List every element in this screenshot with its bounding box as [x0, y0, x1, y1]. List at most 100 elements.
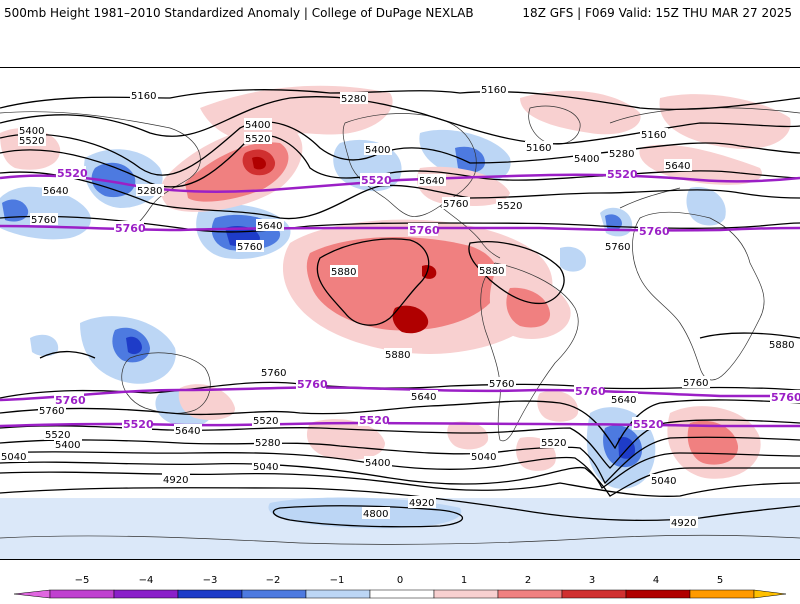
colorbar-tick: −1	[330, 575, 345, 586]
contour-label: 5880	[385, 350, 410, 361]
colorbar-swatch	[689, 589, 755, 599]
colorbar-tick: −4	[139, 575, 154, 586]
highlight-label: 5760	[639, 225, 670, 238]
contour-label: 5640	[611, 395, 636, 406]
contour-label: 5280	[609, 149, 634, 160]
contour-label: 5520	[19, 136, 44, 147]
contour-label: 5400	[365, 458, 390, 469]
contour-label: 5400	[55, 440, 80, 451]
highlight-label: 5760	[409, 224, 440, 237]
colorbar-tick: 2	[525, 575, 531, 586]
colorbar-swatch	[625, 589, 691, 599]
contour-label: 5760	[261, 368, 286, 379]
colorbar-swatch	[433, 589, 499, 599]
contour-5880	[316, 238, 430, 326]
highlight-5520-north	[0, 173, 800, 193]
highlight-label: 5760	[771, 391, 800, 404]
contour-4800	[272, 505, 463, 528]
contour-label: 5280	[255, 438, 280, 449]
colorbar-swatch	[305, 589, 371, 599]
colorbar: −5 −4 −3 −2 −1 0 1 2 3 4 5	[0, 570, 800, 600]
colorbar-tick: 1	[461, 575, 467, 586]
colorbar-tick: 3	[589, 575, 595, 586]
anomaly-neg1-shade	[686, 187, 726, 226]
contour-label: 5040	[471, 452, 496, 463]
contour-label: 5760	[683, 378, 708, 389]
contour-label: 4920	[671, 518, 696, 529]
anomaly-neg2-shade	[2, 199, 29, 222]
colorbar-tick: 5	[717, 575, 723, 586]
contour-5760	[0, 381, 800, 399]
map-title: 500mb Height 1981–2010 Standardized Anom…	[4, 6, 474, 20]
colorbar-arrow-left	[13, 589, 51, 599]
highlight-label: 5760	[55, 394, 86, 407]
anomaly-neg3-shade	[618, 436, 636, 459]
highlight-label: 5520	[607, 168, 638, 181]
contour-label: 5400	[19, 126, 44, 137]
colorbar-swatch	[113, 589, 179, 599]
anomaly-pos3-shade	[392, 305, 429, 334]
contour-5280	[0, 451, 800, 489]
contour-label: 5640	[419, 176, 444, 187]
contour-label: 5760	[39, 406, 64, 417]
contour-label: 5160	[481, 85, 506, 96]
contour-label: 5160	[641, 130, 666, 141]
colorbar-swatch	[177, 589, 243, 599]
coastline-central-america	[439, 205, 501, 259]
contour-label: 5880	[331, 267, 356, 278]
contour-label: 5520	[497, 201, 522, 212]
contour-label: 5520	[253, 416, 278, 427]
colorbar-ticks: −5 −4 −3 −2 −1 0 1 2 3 4 5	[75, 575, 724, 586]
anomaly-neg3-shade	[126, 336, 142, 355]
contour-label: 5640	[257, 221, 282, 232]
colorbar-swatches	[13, 589, 787, 599]
contour-label: 5400	[365, 145, 390, 156]
positive-anomalies	[0, 85, 791, 479]
anomaly-neg2-shade	[455, 146, 485, 173]
contour-label: 5400	[245, 120, 270, 131]
contour-label: 5280	[341, 94, 366, 105]
contour-label: 5640	[43, 186, 68, 197]
contour-label: 4800	[363, 509, 388, 520]
contour-label: 5520	[45, 430, 70, 441]
anomaly-pos4-shade	[252, 156, 266, 170]
contour-label: 5760	[443, 199, 468, 210]
map-svg: 5160 5160 5160 5160 5280 5280 5280 5280 …	[0, 83, 800, 559]
colorbar-swatch	[241, 589, 307, 599]
contour-label: 5520	[245, 134, 270, 145]
contour-label: 5040	[651, 476, 676, 487]
colorbar-tick: −3	[203, 575, 218, 586]
contour-4920	[0, 487, 800, 521]
colorbar-swatch	[49, 589, 115, 599]
coastline-greenland	[528, 105, 581, 145]
colorbar-tick: 4	[653, 575, 659, 586]
contour-5040	[0, 471, 800, 497]
anomaly-pos1-shade	[447, 421, 489, 450]
contour-label: 5640	[665, 161, 690, 172]
anomaly-neg1-shade	[30, 334, 59, 357]
contour-label: 5160	[526, 143, 551, 154]
contour-label: 5760	[31, 215, 56, 226]
contour-label: 5400	[574, 154, 599, 165]
highlight-label: 5760	[297, 378, 328, 391]
contour-label: 5880	[479, 266, 504, 277]
colorbar-tick: −2	[266, 575, 281, 586]
colorbar-svg: −5 −4 −3 −2 −1 0 1 2 3 4 5	[13, 575, 787, 599]
anomaly-pos1-shade	[520, 90, 641, 135]
header: 500mb Height 1981–2010 Standardized Anom…	[0, 0, 800, 26]
anomaly-pos1-shade	[537, 390, 579, 422]
highlight-5760-south	[0, 386, 800, 402]
contour-label: 4920	[409, 498, 434, 509]
highlight-label: 5520	[361, 174, 392, 187]
colorbar-tick: 0	[397, 575, 403, 586]
highlight-label: 5520	[123, 418, 154, 431]
highlight-label: 5760	[575, 385, 606, 398]
anomaly-neg1-shade	[560, 246, 586, 272]
anomaly-neg1-shade	[0, 498, 800, 559]
colorbar-swatch	[497, 589, 563, 599]
colorbar-swatch	[561, 589, 627, 599]
contour-label: 5760	[237, 242, 262, 253]
contour-label: 5760	[489, 379, 514, 390]
colorbar-swatch	[369, 589, 435, 599]
contour-label: 5040	[253, 462, 278, 473]
